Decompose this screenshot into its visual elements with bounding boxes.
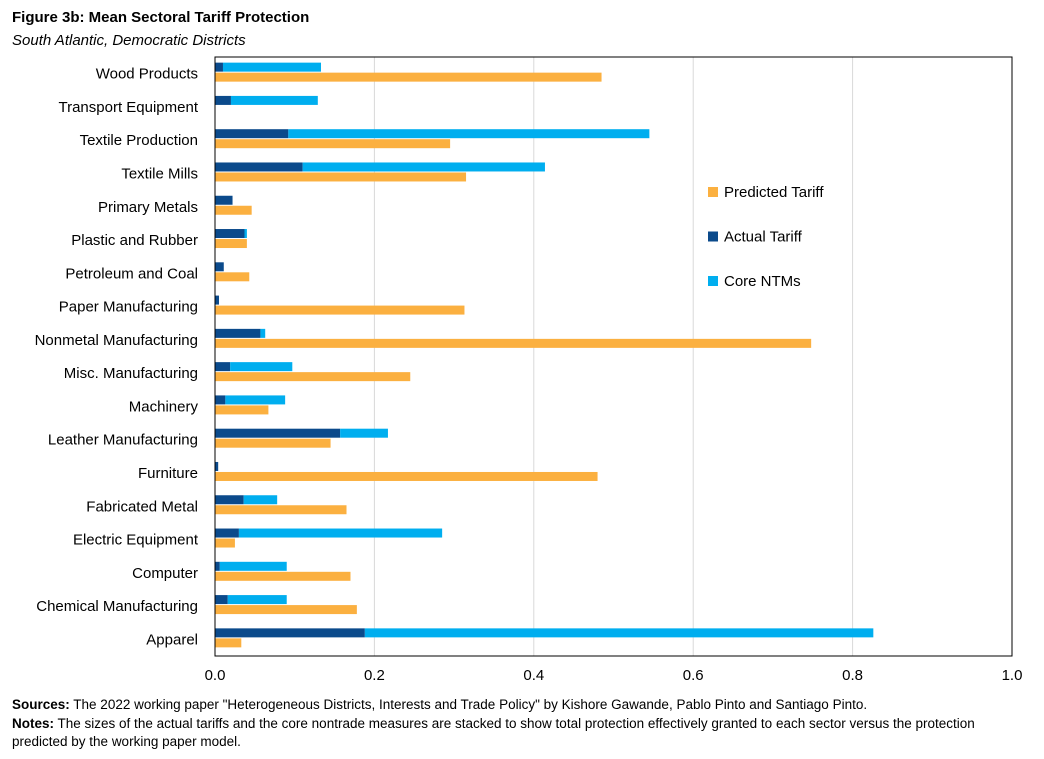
x-tick-label: 0.2 (364, 667, 385, 684)
category-label: Petroleum and Coal (65, 265, 198, 282)
legend-label: Actual Tariff (724, 229, 803, 246)
bar-actual-tariff (215, 162, 303, 172)
category-label: Nonmetal Manufacturing (35, 332, 198, 349)
bar-actual-tariff (215, 395, 226, 405)
bar-core-ntms (227, 595, 287, 605)
bar-core-ntms (244, 229, 247, 239)
bar-predicted-tariff (215, 72, 602, 82)
bars (215, 62, 874, 648)
x-tick-label: 0.4 (523, 667, 544, 684)
bar-core-ntms (238, 528, 443, 538)
bar-core-ntms (230, 362, 293, 372)
bar-actual-tariff (215, 595, 228, 605)
bar-predicted-tariff (215, 405, 269, 415)
category-label: Electric Equipment (73, 532, 199, 549)
bar-actual-tariff (215, 95, 231, 105)
bar-chart: Wood Products Transport Equipment Textile … (35, 56, 1023, 684)
x-tick-label: 0.0 (205, 667, 226, 684)
legend-label: Predicted Tariff (724, 184, 824, 201)
bar-predicted-tariff (215, 638, 242, 648)
chart-title: Figure 3b: Mean Sectoral Tariff Protecti… (12, 9, 310, 26)
category-label: Paper Manufacturing (59, 299, 198, 316)
category-labels: Wood Products Transport Equipment Textile … (35, 66, 199, 649)
bar-predicted-tariff (215, 272, 250, 282)
bar-core-ntms (260, 328, 266, 338)
bar-predicted-tariff (215, 139, 451, 149)
chart-subtitle: South Atlantic, Democratic Districts (12, 32, 246, 49)
bar-core-ntms (302, 162, 545, 172)
bar-predicted-tariff (215, 505, 347, 515)
bar-core-ntms (225, 395, 286, 405)
bar-actual-tariff (215, 461, 219, 471)
category-label: Primary Metals (98, 199, 198, 216)
bar-core-ntms (340, 428, 388, 438)
category-label: Computer (132, 565, 198, 582)
category-label: Textile Production (80, 132, 198, 149)
category-label: Fabricated Metal (86, 498, 198, 515)
x-tick-label: 0.6 (683, 667, 704, 684)
plot-frame (214, 56, 1013, 657)
bar-actual-tariff (215, 362, 231, 372)
x-tick-labels: 0.0 0.2 0.4 0.6 0.8 1.0 (205, 667, 1023, 684)
bar-actual-tariff (215, 495, 244, 505)
bar-actual-tariff (215, 229, 245, 239)
legend-swatch (708, 187, 718, 197)
sources-text: The 2022 working paper "Heterogeneous Di… (73, 697, 868, 712)
notes-label: Notes: (12, 716, 55, 731)
bar-core-ntms (243, 495, 278, 505)
notes-text: The sizes of the actual tariffs and the … (12, 716, 975, 749)
category-label: Wood Products (96, 66, 198, 83)
category-label: Plastic and Rubber (71, 232, 198, 249)
bar-core-ntms (288, 129, 650, 139)
sources-label: Sources: (12, 697, 70, 712)
legend: Predicted Tariff Actual Tariff Core NTMs (708, 184, 824, 290)
bar-predicted-tariff (215, 372, 411, 382)
category-label: Machinery (129, 398, 199, 415)
x-tick-label: 1.0 (1002, 667, 1023, 684)
bar-predicted-tariff (215, 471, 598, 481)
category-label: Transport Equipment (58, 99, 198, 116)
bar-predicted-tariff (215, 571, 351, 581)
bar-predicted-tariff (215, 338, 812, 348)
bar-predicted-tariff (215, 239, 247, 249)
notes-note: Notes: The sizes of the actual tariffs a… (12, 715, 1032, 751)
bar-predicted-tariff (215, 305, 465, 315)
bar-actual-tariff (215, 295, 219, 305)
legend-swatch (708, 231, 718, 242)
category-label: Textile Mills (121, 165, 198, 182)
bar-actual-tariff (215, 62, 223, 72)
x-tick-label: 0.8 (842, 667, 863, 684)
bar-actual-tariff (215, 328, 261, 338)
category-label: Leather Manufacturing (48, 432, 198, 449)
bar-actual-tariff (215, 195, 233, 205)
legend-swatch (708, 276, 718, 286)
category-label: Furniture (138, 465, 198, 482)
bar-actual-tariff (215, 628, 365, 638)
bar-actual-tariff (215, 262, 224, 272)
bar-predicted-tariff (215, 538, 235, 548)
category-label: Misc. Manufacturing (64, 365, 198, 382)
bar-core-ntms (364, 628, 874, 638)
bar-predicted-tariff (215, 438, 331, 448)
sources-note: Sources: The 2022 working paper "Heterog… (12, 696, 1032, 714)
bar-predicted-tariff (215, 605, 357, 615)
bar-actual-tariff (215, 561, 220, 571)
bar-predicted-tariff (215, 205, 252, 215)
bar-actual-tariff (215, 129, 289, 139)
bar-core-ntms (219, 561, 287, 571)
legend-label: Core NTMs (724, 273, 801, 290)
bar-predicted-tariff (215, 172, 467, 182)
category-label: Apparel (146, 631, 198, 648)
bar-core-ntms (222, 62, 322, 72)
category-label: Chemical Manufacturing (36, 598, 198, 615)
bar-core-ntms (230, 95, 318, 105)
bar-actual-tariff (215, 528, 239, 538)
gridlines (373, 57, 854, 656)
bar-actual-tariff (215, 428, 341, 438)
